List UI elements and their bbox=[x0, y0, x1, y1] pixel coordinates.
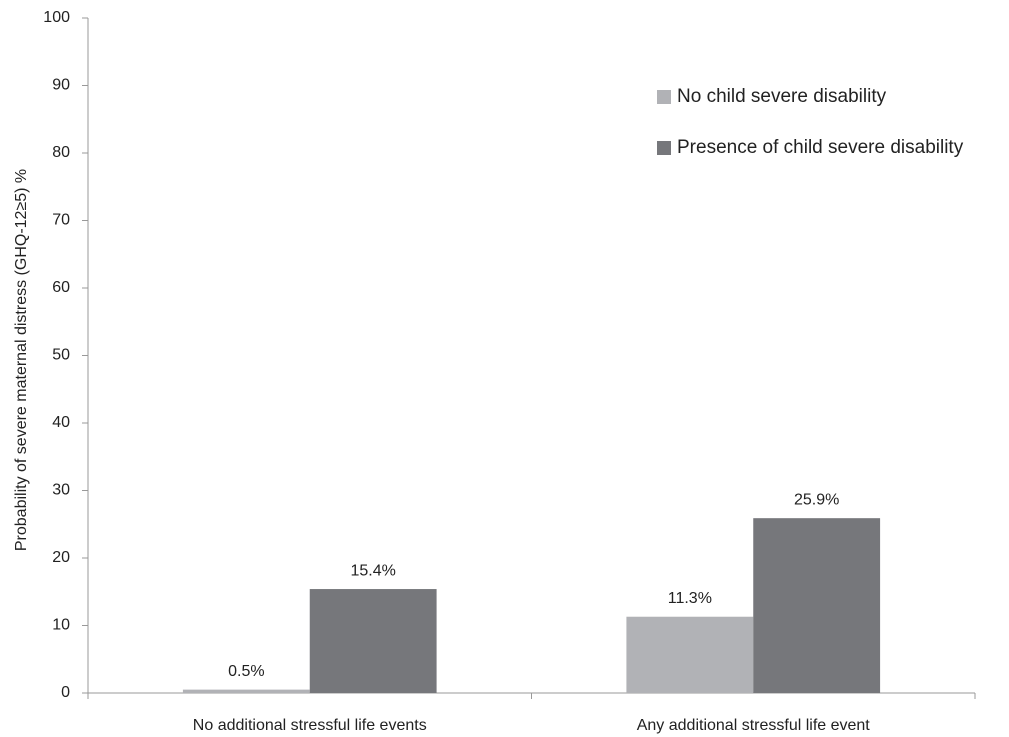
legend-swatch bbox=[657, 90, 671, 104]
value-label: 25.9% bbox=[794, 491, 839, 508]
legend-label: No child severe disability bbox=[677, 86, 887, 107]
y-tick-label: 90 bbox=[52, 77, 70, 94]
y-tick-label: 30 bbox=[52, 482, 70, 499]
bar bbox=[626, 616, 754, 693]
value-label: 0.5% bbox=[228, 663, 264, 680]
x-tick-label: No additional stressful life events bbox=[193, 717, 427, 734]
y-tick-label: 80 bbox=[52, 144, 70, 161]
y-axis-label: Probability of severe maternal distress … bbox=[13, 169, 30, 551]
bar bbox=[309, 589, 437, 693]
y-tick-label: 20 bbox=[52, 549, 70, 566]
y-tick-label: 100 bbox=[43, 9, 70, 26]
bar bbox=[753, 518, 881, 693]
value-label: 11.3% bbox=[668, 590, 712, 607]
y-tick-label: 0 bbox=[61, 684, 70, 701]
y-tick-label: 40 bbox=[52, 414, 70, 431]
value-label: 15.4% bbox=[350, 562, 395, 579]
y-tick-label: 60 bbox=[52, 279, 70, 296]
bar bbox=[182, 689, 310, 693]
x-tick-label: Any additional stressful life event bbox=[637, 717, 871, 734]
legend-label: Presence of child severe disability bbox=[677, 137, 964, 158]
y-tick-label: 50 bbox=[52, 347, 70, 364]
legend-swatch bbox=[657, 141, 671, 155]
y-tick-label: 10 bbox=[52, 617, 70, 634]
y-tick-label: 70 bbox=[52, 212, 70, 229]
